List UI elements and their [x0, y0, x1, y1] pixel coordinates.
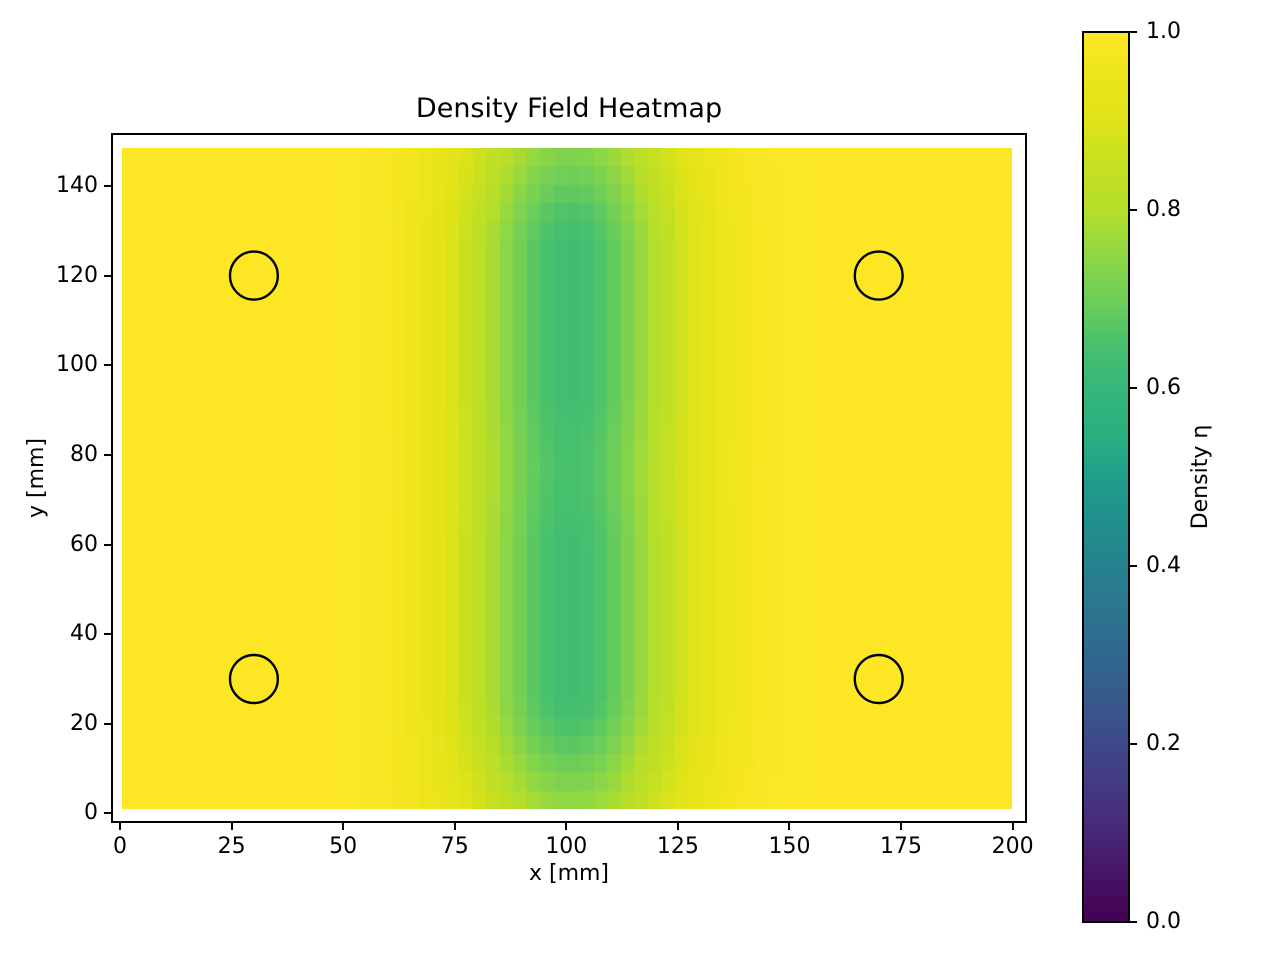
x-axis-label: x [mm]: [528, 861, 610, 886]
y-tick-mark: [104, 633, 112, 636]
colorbar-tick-label: 0.6: [1146, 375, 1181, 400]
colorbar-tick-mark: [1129, 31, 1137, 33]
x-tick-label: 0: [113, 834, 128, 859]
colorbar-tick-mark: [1129, 921, 1137, 923]
y-tick-label: 120: [56, 262, 98, 288]
y-tick-label: 140: [56, 172, 98, 198]
x-tick-mark: [119, 822, 122, 830]
x-tick-mark: [788, 822, 791, 830]
x-tick-label: 75: [440, 834, 469, 859]
y-tick-label: 40: [70, 621, 98, 647]
y-tick-label: 100: [56, 352, 98, 378]
x-tick-mark: [453, 822, 456, 830]
y-tick-label: 80: [70, 441, 98, 467]
y-tick-mark: [104, 184, 112, 187]
y-tick-mark: [104, 543, 112, 546]
colorbar-gradient: [1084, 33, 1128, 921]
x-tick-label: 25: [217, 834, 246, 859]
x-tick-mark: [676, 822, 679, 830]
heatmap-canvas: [122, 148, 1012, 809]
y-tick-label: 60: [70, 531, 98, 557]
chart-title: Density Field Heatmap: [415, 93, 723, 124]
colorbar-tick-label: 0.2: [1146, 731, 1181, 756]
colorbar-label: Density η: [1188, 424, 1213, 530]
x-tick-label: 50: [329, 834, 358, 859]
colorbar-tick-mark: [1129, 565, 1137, 567]
x-tick-label: 100: [545, 834, 588, 859]
colorbar-tick-mark: [1129, 387, 1137, 389]
y-tick-mark: [104, 812, 112, 815]
x-tick-label: 175: [880, 834, 923, 859]
y-tick-label: 0: [84, 800, 98, 826]
y-axis-label: y [mm]: [24, 437, 49, 519]
y-tick-mark: [104, 722, 112, 725]
x-tick-mark: [565, 822, 568, 830]
x-tick-mark: [342, 822, 345, 830]
colorbar-tick-label: 0.4: [1146, 553, 1181, 578]
colorbar-tick-label: 0.0: [1146, 909, 1181, 934]
y-tick-mark: [104, 274, 112, 277]
colorbar-tick-label: 1.0: [1146, 19, 1181, 44]
colorbar: [1082, 31, 1130, 923]
colorbar-tick-mark: [1129, 209, 1137, 211]
y-tick-mark: [104, 453, 112, 456]
colorbar-tick-label: 0.8: [1146, 197, 1181, 222]
x-tick-label: 200: [991, 834, 1034, 859]
x-tick-mark: [1011, 822, 1014, 830]
y-tick-label: 20: [70, 710, 98, 736]
y-tick-mark: [104, 364, 112, 367]
x-tick-mark: [230, 822, 233, 830]
x-tick-mark: [900, 822, 903, 830]
x-tick-label: 150: [768, 834, 811, 859]
colorbar-tick-mark: [1129, 743, 1137, 745]
x-tick-label: 125: [656, 834, 699, 859]
